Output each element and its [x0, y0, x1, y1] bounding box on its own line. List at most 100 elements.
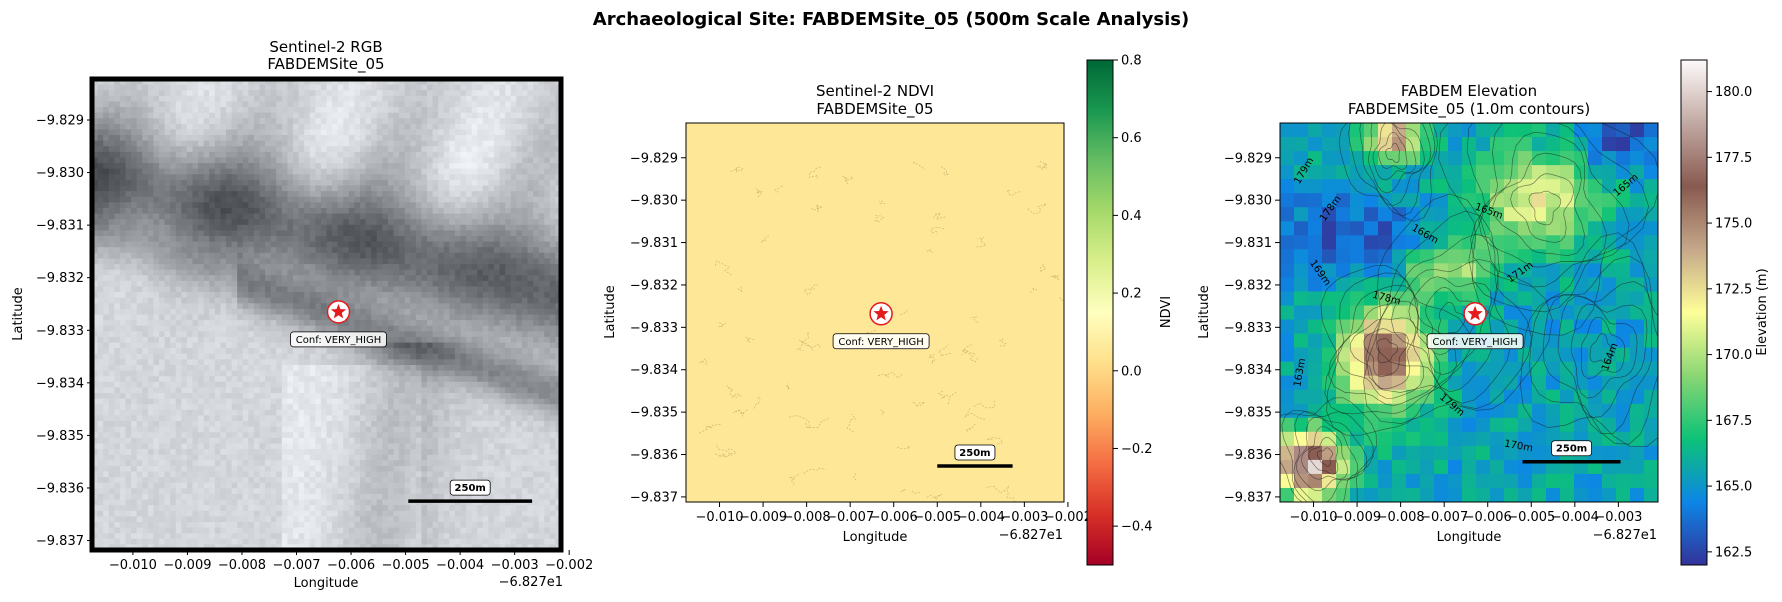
rgb-pixel	[181, 95, 188, 103]
rgb-pixel	[119, 336, 127, 344]
rgb-pixel	[343, 376, 350, 383]
rgb-pixel	[214, 140, 222, 147]
rgb-pixel	[499, 241, 506, 248]
rgb-pixel	[181, 376, 188, 383]
rgb-image-cells	[92, 79, 561, 550]
rgb-pixel	[326, 202, 333, 209]
rgb-pixel	[499, 157, 506, 164]
rgb-pixel	[360, 247, 367, 254]
rgb-pixel	[181, 308, 188, 316]
rgb-pixel	[153, 202, 160, 209]
rgb-pixel	[259, 129, 266, 136]
rgb-pixel	[421, 264, 428, 271]
rgb-pixel	[281, 280, 289, 288]
rgb-pixel	[432, 241, 439, 248]
rgb-pixel	[209, 275, 216, 282]
rgb-pixel	[410, 292, 417, 299]
rgb-pixel	[348, 157, 356, 164]
rgb-pixel	[466, 280, 473, 288]
rgb-pixel	[248, 230, 255, 237]
rgb-pixel	[309, 163, 316, 170]
rgb-pixel	[276, 146, 283, 153]
rgb-pixel	[253, 387, 261, 394]
rgb-pixel	[544, 90, 551, 97]
rgb-pixel	[242, 336, 249, 344]
rgb-pixel	[270, 331, 277, 338]
rgb-pixel	[538, 370, 545, 377]
rgb-pixel	[119, 112, 127, 119]
rgb-pixel	[549, 202, 557, 209]
rgb-pixel	[354, 404, 361, 411]
rgb-pixel	[125, 236, 132, 243]
rgb-pixel	[404, 84, 411, 91]
rgb-pixel	[108, 342, 115, 349]
rgb-pixel	[376, 179, 383, 187]
rgb-pixel	[482, 364, 490, 372]
rgb-pixel	[337, 224, 344, 231]
rgb-pixel	[415, 129, 423, 136]
rgb-pixel	[209, 247, 216, 254]
rgb-pixel	[147, 364, 155, 372]
rgb-pixel	[521, 151, 529, 159]
rgb-pixel	[119, 409, 127, 417]
rgb-pixel	[153, 79, 160, 86]
rgb-pixel	[454, 157, 462, 164]
rgb-pixel	[214, 364, 222, 372]
rgb-pixel	[114, 269, 121, 276]
rgb-pixel	[477, 280, 484, 288]
rgb-pixel	[488, 84, 495, 91]
rgb-pixel	[387, 146, 395, 153]
rgb-pixel	[477, 191, 484, 198]
rgb-pixel	[170, 79, 177, 86]
rgb-pixel	[443, 325, 450, 332]
rgb-pixel	[214, 236, 222, 243]
rgb-pixel	[192, 308, 199, 316]
rgb-pixel	[248, 129, 255, 136]
rgb-pixel	[92, 320, 99, 327]
rgb-pixel	[170, 230, 177, 237]
rgb-pixel	[320, 202, 328, 209]
rgb-pixel	[136, 224, 143, 231]
rgb-pixel	[92, 79, 99, 86]
rgb-pixel	[304, 118, 311, 125]
rgb-pixel	[410, 207, 417, 215]
rgb-pixel	[427, 275, 434, 282]
rgb-pixel	[488, 129, 495, 136]
rgb-pixel	[114, 404, 121, 411]
rgb-pixel	[466, 286, 473, 293]
rgb-pixel	[281, 359, 289, 366]
rgb-pixel	[505, 157, 512, 164]
rgb-pixel	[427, 359, 434, 366]
rgb-pixel	[555, 398, 561, 405]
rgb-pixel	[443, 303, 450, 310]
rgb-pixel	[97, 381, 104, 388]
rgb-pixel	[315, 303, 322, 310]
rgb-pixel	[214, 241, 222, 248]
rgb-pixel	[371, 174, 378, 181]
rgb-pixel	[298, 292, 305, 299]
rgb-pixel	[214, 398, 222, 405]
rgb-pixel	[460, 196, 467, 203]
rgb-pixel	[477, 185, 484, 192]
rgb-pixel	[214, 185, 222, 192]
rgb-pixel	[454, 348, 462, 355]
rgb-pixel	[410, 364, 417, 372]
rgb-pixel	[360, 297, 367, 304]
rgb-pixel	[499, 174, 506, 181]
rgb-pixel	[499, 393, 506, 400]
rgb-pixel	[332, 393, 339, 400]
rgb-pixel	[265, 398, 272, 405]
rgb-pixel	[510, 101, 517, 108]
rgb-pixel	[237, 157, 244, 164]
rgb-pixel	[114, 331, 121, 338]
rgb-pixel	[477, 292, 484, 299]
rgb-pixel	[348, 123, 356, 131]
rgb-pixel	[421, 376, 428, 383]
rgb-pixel	[131, 157, 138, 164]
rgb-pixel	[97, 252, 104, 260]
rgb-pixel	[454, 398, 462, 405]
rgb-pixel	[287, 241, 294, 248]
rgb-pixel	[544, 146, 551, 153]
rgb-pixel	[538, 353, 545, 360]
rgb-pixel	[494, 286, 501, 293]
